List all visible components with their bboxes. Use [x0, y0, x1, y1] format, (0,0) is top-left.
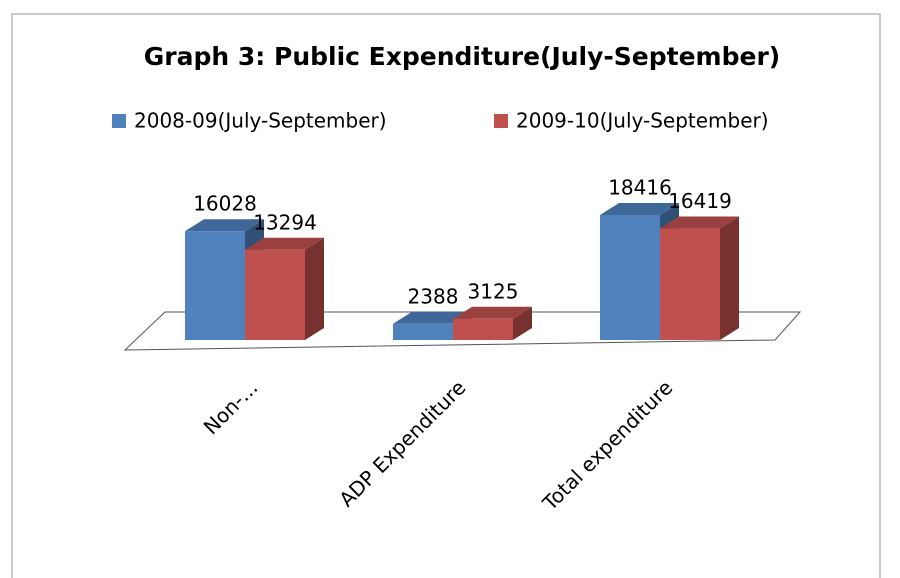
legend-label: 2008-09(July-September) [134, 109, 387, 133]
legend-label: 2009-10(July-September) [516, 109, 769, 133]
bar [600, 215, 660, 340]
bar-top [660, 216, 739, 229]
bar-top [600, 203, 679, 215]
chart-frame [11, 13, 881, 578]
data-label: 16028 [193, 192, 257, 216]
x-tick-label: Non-... [199, 375, 263, 439]
bar-top [453, 306, 532, 319]
legend-swatch [112, 114, 126, 128]
bar [453, 318, 513, 340]
legend-swatch [494, 114, 508, 128]
bar-side [305, 237, 324, 340]
data-label: 13294 [253, 210, 317, 234]
bar-side [720, 216, 739, 340]
bar [660, 228, 720, 340]
bar-top [245, 237, 324, 250]
data-label: 2388 [408, 284, 459, 308]
bar-side [513, 306, 532, 340]
bar-top [185, 219, 264, 232]
data-label: 3125 [468, 279, 519, 303]
bar [185, 231, 245, 340]
x-tick-label: Total expenditure [537, 375, 677, 515]
x-tick-label: ADP Expenditure [334, 375, 470, 511]
bar [393, 323, 453, 340]
bar [245, 249, 305, 340]
bar-top [393, 311, 472, 324]
chart-title: Graph 3: Public Expenditure(July-Septemb… [144, 42, 780, 71]
data-label: 18416 [608, 176, 672, 200]
data-label: 16419 [668, 189, 732, 213]
